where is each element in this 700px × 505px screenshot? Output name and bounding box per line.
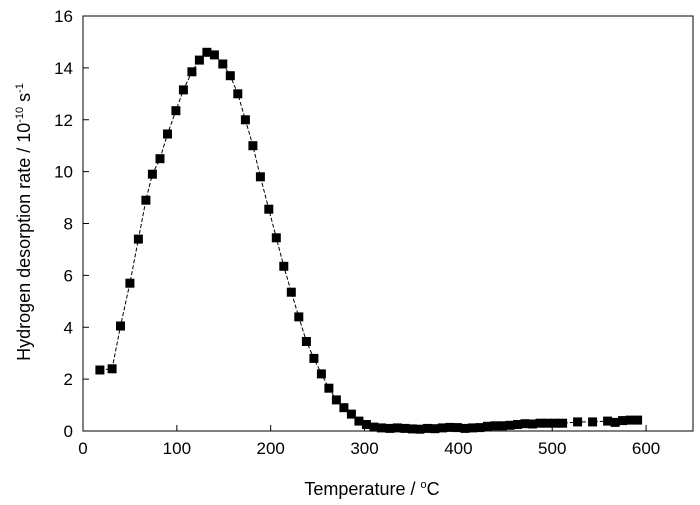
data-point-marker: [603, 416, 613, 426]
data-point-marker: [324, 383, 334, 393]
y-tick-label: 6: [64, 266, 73, 285]
y-tick-label: 14: [54, 59, 73, 78]
data-point-marker: [558, 418, 568, 428]
data-point-marker: [346, 409, 356, 419]
data-point-marker: [543, 418, 552, 428]
data-point-marker: [535, 418, 545, 428]
data-point-marker: [107, 364, 117, 374]
data-point-marker: [588, 417, 598, 427]
data-point-marker: [430, 424, 440, 434]
data-point-marker: [610, 417, 620, 427]
x-tick-label: 200: [257, 439, 285, 458]
data-point-marker: [271, 233, 281, 243]
data-point-marker: [437, 423, 447, 433]
x-tick-label: 500: [538, 439, 566, 458]
data-point-marker: [550, 418, 560, 428]
x-axis-label: Temperature / oC: [304, 479, 439, 499]
data-point-marker: [422, 423, 432, 433]
data-point-marker: [483, 421, 492, 431]
data-point-marker: [248, 141, 258, 151]
data-point-marker: [490, 421, 500, 431]
data-point-marker: [286, 287, 296, 297]
data-point-marker: [475, 423, 485, 433]
x-tick-label: 300: [350, 439, 378, 458]
data-point-marker: [618, 416, 628, 426]
data-point-marker: [520, 419, 530, 429]
data-point-marker: [178, 85, 188, 95]
data-point-marker: [225, 71, 235, 81]
y-axis-label-main: Hydrogen desorption rate / 10: [14, 123, 34, 361]
y-axis-label: Hydrogen desorption rate / 10-10 s-1: [14, 83, 34, 361]
data-point-marker: [460, 423, 470, 433]
data-point-marker: [309, 353, 319, 363]
data-point-marker: [255, 172, 265, 182]
data-point-marker: [376, 423, 386, 433]
data-point-marker: [331, 395, 341, 405]
data-point-marker: [415, 424, 425, 434]
data-point-marker: [369, 422, 379, 432]
data-point-marker: [116, 321, 125, 331]
x-tick-label: 600: [632, 439, 660, 458]
data-point-marker: [194, 55, 204, 65]
data-point-marker: [240, 115, 250, 125]
data-point-marker: [445, 422, 455, 432]
data-point-marker: [498, 421, 507, 431]
data-point-marker: [528, 419, 537, 429]
data-point-marker: [202, 47, 212, 57]
y-axis-label-unit-exponent: -1: [14, 83, 26, 93]
data-point-marker: [573, 417, 583, 427]
y-tick-label: 4: [64, 318, 73, 337]
data-point-marker: [218, 59, 228, 69]
x-axis-label-unit: C: [427, 479, 440, 499]
plot-frame: [82, 15, 694, 432]
data-point-marker: [279, 261, 289, 271]
data-point-marker: [141, 195, 151, 205]
x-axis-label-degree: o: [420, 479, 426, 491]
data-point-marker: [392, 423, 402, 433]
x-axis-label-main: Temperature /: [304, 479, 420, 499]
data-point-marker: [400, 423, 410, 433]
data-point-marker: [407, 424, 417, 434]
x-tick-label: 400: [444, 439, 472, 458]
y-tick-label: 10: [54, 163, 73, 182]
data-point-marker: [133, 234, 143, 244]
data-point-marker: [264, 204, 274, 214]
data-point-marker: [452, 423, 462, 433]
x-tick-label: 0: [78, 439, 87, 458]
data-point-marker: [354, 416, 364, 426]
series-line: [99, 51, 638, 430]
series-layer: [95, 47, 643, 434]
data-point-marker: [95, 365, 105, 375]
data-point-marker: [513, 420, 522, 429]
y-tick-label: 12: [54, 111, 73, 130]
data-point-marker: [301, 337, 311, 346]
y-tick-label: 2: [64, 370, 73, 389]
data-point-marker: [187, 67, 197, 77]
data-point-marker: [633, 415, 643, 425]
data-point-marker: [505, 420, 515, 430]
y-tick-label: 16: [54, 7, 73, 26]
data-point-marker: [316, 369, 326, 379]
y-axis-ticks: 0 2 4 6 8 10 12 14 16: [54, 7, 89, 441]
data-point-marker: [163, 129, 172, 139]
y-tick-label: 0: [64, 422, 73, 441]
y-axis-label-unit: s: [14, 93, 34, 107]
y-tick-label: 8: [64, 215, 73, 234]
data-point-marker: [361, 420, 371, 429]
y-axis-label-exponent: -10: [14, 107, 26, 123]
data-point-marker: [294, 312, 304, 322]
data-point-marker: [339, 403, 349, 413]
data-point-marker: [468, 423, 477, 433]
data-point-marker: [125, 278, 135, 288]
data-point-marker: [147, 169, 157, 179]
x-tick-label: 100: [163, 439, 191, 458]
x-axis-ticks: 0 100 200 300 400 500 600: [78, 425, 660, 458]
data-point-marker: [385, 423, 395, 433]
data-point-marker: [171, 106, 181, 116]
data-point-marker: [209, 50, 219, 60]
data-point-marker: [233, 89, 243, 99]
data-point-marker: [625, 415, 635, 425]
data-point-marker: [155, 154, 165, 164]
